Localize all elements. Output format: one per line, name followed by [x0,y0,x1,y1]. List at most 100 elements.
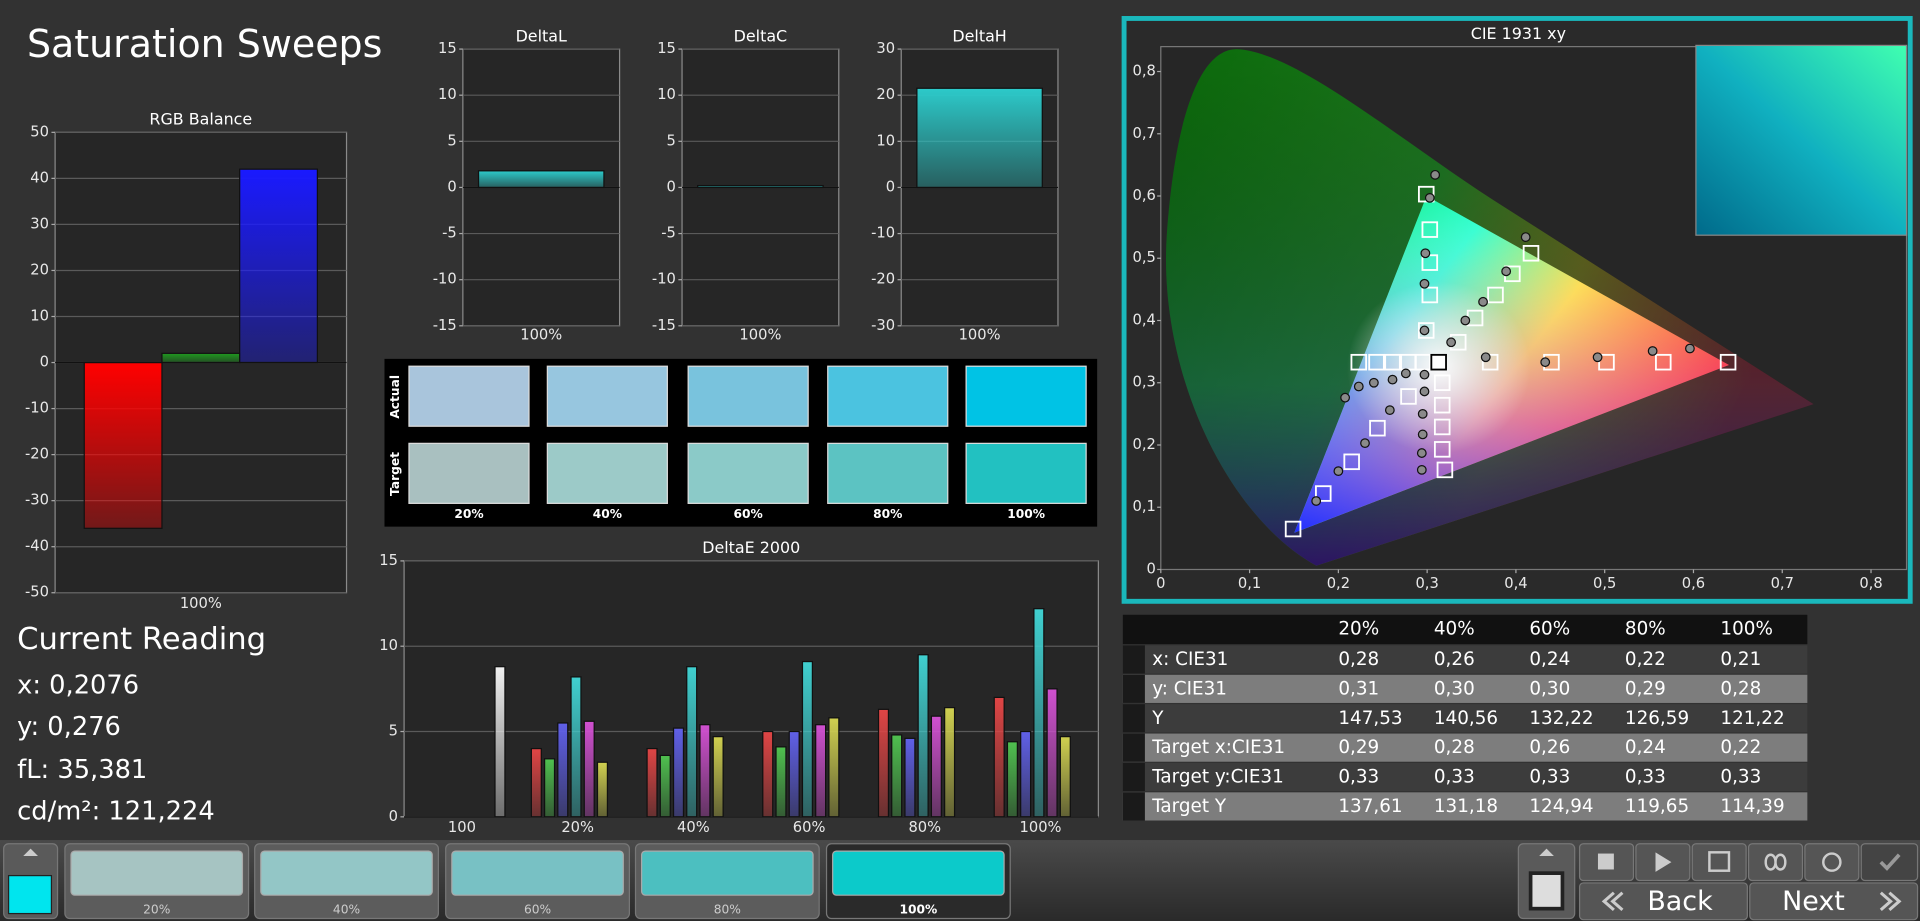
row-marker [1122,704,1145,733]
x-tick-label: 0,1 [1238,575,1261,592]
x-tick-label: 0,2 [1327,575,1350,592]
refresh-button[interactable] [1804,843,1860,882]
bar [646,747,658,818]
target-marker [1481,353,1499,371]
table-header: 20% [1338,618,1379,639]
check-button[interactable] [1860,843,1919,882]
swatch-label: 20% [454,507,483,521]
next-button[interactable] [1749,882,1919,921]
measured-marker [1480,352,1491,363]
x-tick-label: 0,4 [1504,575,1527,592]
x-tick-label: 100% [739,327,781,344]
thumbnail-label: 20% [143,902,170,916]
table-header-row [1122,614,1808,645]
target-marker [1315,485,1332,502]
target-marker [1433,374,1451,392]
color-swatch [408,365,530,427]
table-cell: 140,56 [1434,708,1498,729]
color-swatch [827,442,949,504]
table-cell: 121,22 [1720,708,1784,729]
bar [917,654,929,818]
bar [762,730,774,818]
color-swatch [687,365,809,427]
y-tick-label: -30 [871,317,895,334]
bar [801,660,813,818]
back-icon [1601,891,1624,912]
y-tick-label: -20 [25,446,49,463]
y-tick-label: -5 [661,225,676,242]
target-marker [1598,353,1615,371]
table-row [1122,645,1808,674]
measured-marker [1416,448,1427,458]
bar [659,754,671,818]
bar [944,707,956,818]
target-marker [1436,461,1454,479]
measured-marker [1353,381,1364,392]
x-tick-label: 20% [561,819,594,836]
zoom-inset [1695,44,1908,236]
table-header: 100% [1720,618,1773,639]
y-tick-label: 30 [876,40,895,57]
row-label: Y [1151,708,1164,729]
bar [1033,608,1045,818]
table-header: 80% [1625,618,1666,639]
bar [1046,688,1058,818]
y-tick-label: 15 [379,552,398,569]
target-marker [1368,353,1385,371]
measured-marker [1417,429,1428,440]
bar [699,724,711,818]
measured-marker [1333,466,1344,477]
table-cell: 0,29 [1338,737,1379,758]
row-label: Target y:CIE31 [1151,767,1284,788]
bar [672,727,685,818]
y-tick-label: -15 [652,317,676,334]
table-cell: 0,33 [1434,767,1475,788]
measured-marker [1416,464,1427,475]
y-tick-label: 0 [389,808,398,825]
x-tick-label: 80% [908,819,941,836]
y-tick-label: 10 [30,308,49,325]
table-cell: 114,39 [1720,796,1784,817]
measured-marker [1501,266,1512,277]
bar [815,724,827,818]
measured-marker [1387,374,1398,385]
thumbnail-label: 40% [333,902,360,916]
table-cell: 0,21 [1720,649,1761,670]
y-tick-label: 0,3 [1133,374,1156,391]
row-marker [1122,674,1145,703]
swatch-label: 60% [734,507,763,521]
table-header: 40% [1434,618,1475,639]
measured-marker [1647,346,1658,356]
measured-marker [1368,377,1379,388]
measure-button[interactable] [1691,843,1747,882]
target-marker [1417,322,1435,339]
x-tick-label: 100% [180,595,222,612]
up-arrow-icon [23,848,38,857]
y-tick-label: -15 [433,317,457,334]
measured-marker [1419,325,1430,336]
y-tick-label: 0,8 [1133,63,1156,80]
table-cell: 0,24 [1625,737,1666,758]
y-tick-label: 40 [30,169,49,186]
bar [239,168,319,364]
y-tick-label: 15 [657,40,676,57]
x-tick-label: 60% [793,819,826,836]
y-tick-label: 0,2 [1133,436,1156,453]
row-label: Target Y [1151,796,1227,817]
measured-marker [1592,352,1603,363]
y-tick-label: 0,5 [1133,249,1156,266]
bar [596,761,609,818]
table-cell: 0,33 [1529,767,1570,788]
y-tick-label: 50 [30,123,49,140]
bar [161,352,241,364]
y-tick-label: 10 [438,86,457,103]
bar [1006,741,1018,818]
y-tick-label: -30 [25,492,49,509]
bar [530,747,542,818]
measured-marker [1430,169,1441,180]
table-cell: 0,26 [1434,649,1475,670]
table-cell: 0,24 [1529,649,1570,670]
target-marker [1655,353,1672,371]
next-label: Next [1782,886,1845,917]
